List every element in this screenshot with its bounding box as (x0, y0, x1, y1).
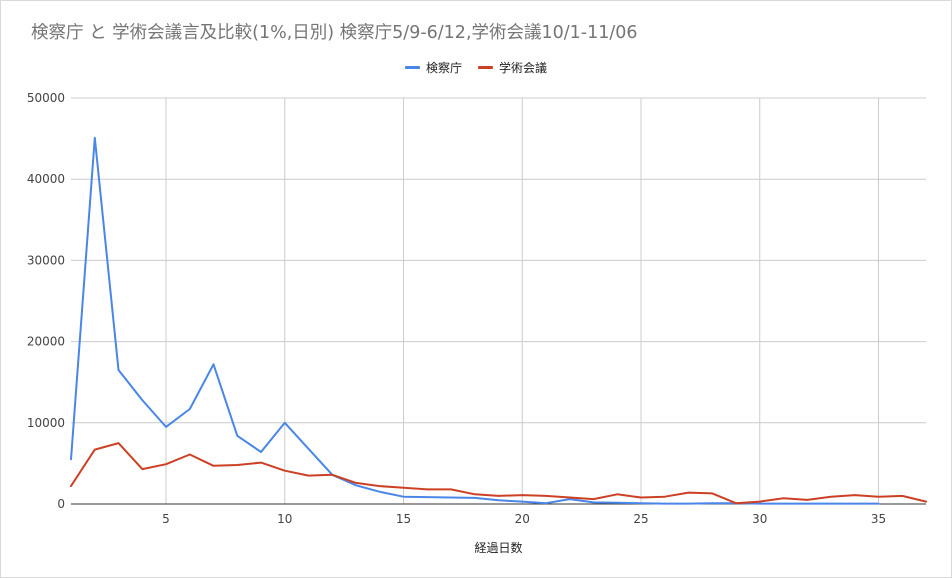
x-tick-label: 30 (752, 512, 767, 526)
y-tick-label: 20000 (27, 335, 65, 349)
x-tick-label: 25 (633, 512, 648, 526)
x-tick-label: 5 (162, 512, 170, 526)
series-line-1 (70, 136, 880, 505)
x-axis-title: 経過日数 (474, 540, 522, 555)
legend-item-series-1[interactable]: 検察庁 (404, 59, 462, 76)
legend-item-series-2[interactable]: 学術会議 (478, 59, 547, 76)
series-line-2 (70, 442, 927, 505)
y-tick-label: 40000 (27, 172, 65, 186)
y-tick-label: 30000 (27, 253, 65, 267)
y-tick-label: 10000 (27, 416, 65, 430)
x-tick-label: 15 (396, 512, 411, 526)
chart-title: 検察庁 と 学術会議言及比較(1%,日別) 検察庁5/9-6/12,学術会議10… (31, 23, 638, 43)
legend-swatch-series-2 (478, 66, 493, 69)
x-tick-label: 20 (515, 512, 530, 526)
y-tick-label: 50000 (27, 91, 65, 105)
y-tick-label: 0 (57, 497, 65, 511)
legend-label-series-1: 検察庁 (425, 61, 462, 75)
chart-legend: 検察庁 学術会議 (1, 59, 951, 76)
x-tick-label: 35 (871, 512, 886, 526)
legend-swatch-series-1 (404, 66, 420, 69)
x-tick-label: 10 (277, 512, 292, 526)
legend-label-series-2: 学術会議 (499, 61, 548, 75)
